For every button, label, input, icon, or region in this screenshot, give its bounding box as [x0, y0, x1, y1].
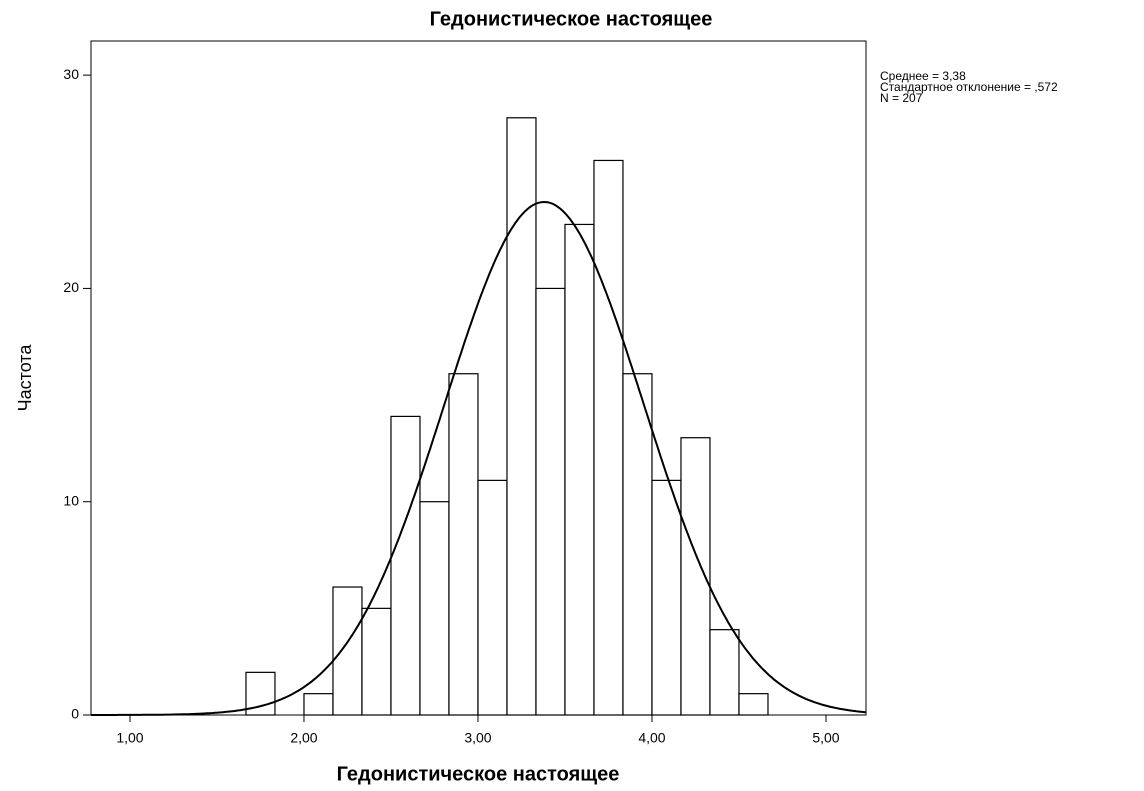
bar — [709, 629, 740, 716]
bar — [593, 159, 624, 716]
y-tick-label: 10 — [63, 492, 79, 508]
bar — [564, 223, 595, 716]
bar — [506, 117, 537, 716]
bar — [535, 287, 566, 716]
bar — [651, 479, 682, 716]
bar — [303, 693, 334, 716]
stats-annotation: N = 207 — [880, 91, 923, 105]
bar — [448, 373, 479, 716]
bar — [622, 373, 653, 716]
bar — [738, 693, 769, 716]
normal-curve — [91, 200, 867, 716]
bar — [680, 437, 711, 716]
bar — [332, 586, 363, 716]
y-tick-label: 20 — [63, 279, 79, 295]
y-tick-label: 30 — [63, 66, 79, 82]
y-tick-label: 0 — [71, 706, 79, 722]
stats-annotation: Стандартное отклонение = ,572 — [880, 80, 1058, 94]
x-tick-label: 2,00 — [290, 730, 317, 746]
x-axis-label: Гедонистическое настоящее — [337, 763, 620, 785]
bar — [361, 607, 392, 716]
y-axis-label: Частота — [15, 344, 35, 412]
x-tick-label: 4,00 — [638, 730, 665, 746]
bar — [390, 415, 421, 716]
x-tick-label: 5,00 — [812, 730, 839, 746]
chart-title: Гедонистическое настоящее — [430, 8, 713, 30]
x-tick-label: 3,00 — [464, 730, 491, 746]
bar — [477, 479, 508, 716]
bar — [419, 501, 450, 716]
stats-annotation: Среднее = 3,38 — [880, 69, 966, 83]
x-tick-label: 1,00 — [116, 730, 143, 746]
